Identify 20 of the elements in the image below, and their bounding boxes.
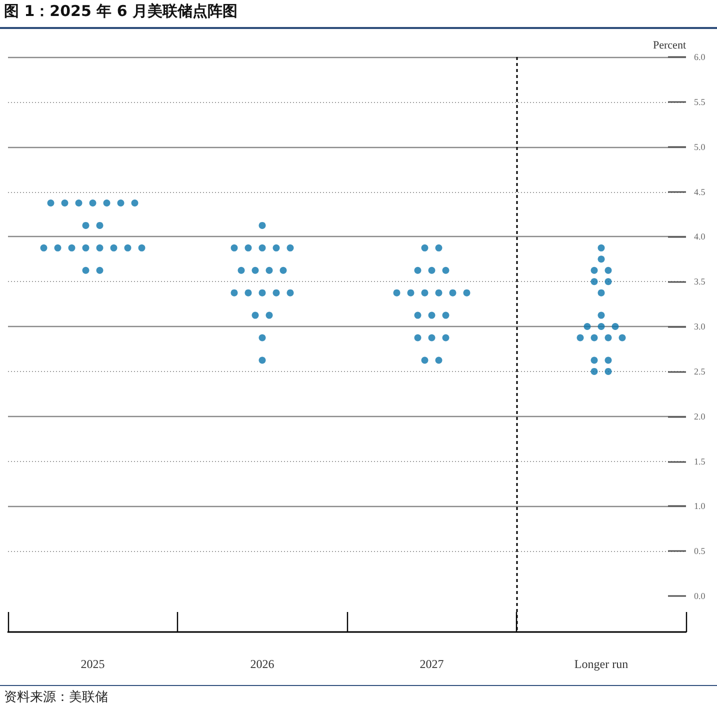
y-tick-label: 4.0 <box>694 232 706 242</box>
x-tick-label: 2027 <box>420 657 444 671</box>
x-tick-label: 2025 <box>80 657 105 671</box>
y-axis-title: Percent <box>653 40 686 52</box>
y-tick-label: 5.0 <box>694 142 706 152</box>
y-tick-label: 1.0 <box>694 501 706 512</box>
y-tick-label: 1.5 <box>694 456 706 466</box>
y-tick-label: 3.0 <box>694 322 706 332</box>
x-tick-label: Longer run <box>574 657 628 671</box>
y-tick-label: 0.5 <box>694 546 706 556</box>
y-tick-label: 2.5 <box>694 366 706 376</box>
y-tick-label: 2.0 <box>694 411 706 422</box>
x-tick-label: 2026 <box>250 657 274 671</box>
y-tick-label: 6.0 <box>694 52 706 62</box>
y-tick-label: 3.5 <box>694 276 706 287</box>
text: 资料来源：美联储 <box>4 689 108 706</box>
y-tick-label: 5.5 <box>694 96 706 107</box>
y-tick-label: 0.0 <box>694 591 706 602</box>
chart-title: 图 1：2025 年 6 月美联储点阵图 <box>4 2 238 21</box>
y-tick-label: 4.5 <box>694 186 706 197</box>
